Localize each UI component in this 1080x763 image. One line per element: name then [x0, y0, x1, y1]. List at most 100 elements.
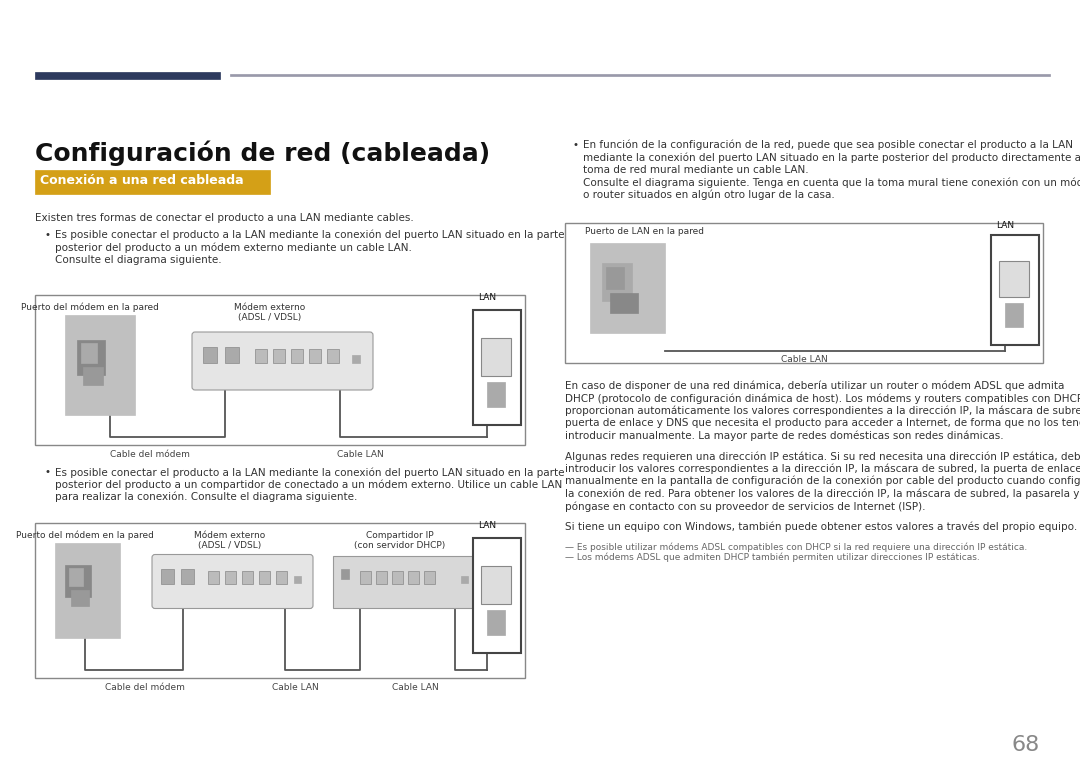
Bar [481, 338, 511, 376]
Text: En caso de disponer de una red dinámica, debería utilizar un router o módem ADSL: En caso de disponer de una red dinámica,… [565, 381, 1065, 391]
Bar [35, 170, 270, 194]
Text: puerta de enlace y DNS que necesita el producto para acceder a Internet, de form: puerta de enlace y DNS que necesita el p… [565, 418, 1080, 428]
Bar [259, 571, 270, 584]
Text: Cable LAN: Cable LAN [272, 682, 319, 691]
Bar [69, 568, 83, 585]
Text: DHCP (protocolo de configuración dinámica de host). Los módems y routers compati: DHCP (protocolo de configuración dinámic… [565, 393, 1080, 404]
Bar [327, 349, 339, 363]
Text: Cable LAN: Cable LAN [337, 450, 383, 459]
Bar [77, 340, 105, 375]
Text: o router situados en algún otro lugar de la casa.: o router situados en algún otro lugar de… [583, 190, 835, 201]
Text: •: • [45, 467, 51, 477]
Text: Existen tres formas de conectar el producto a una LAN mediante cables.: Existen tres formas de conectar el produ… [35, 213, 414, 223]
Bar [208, 571, 219, 584]
Text: Cable del módem: Cable del módem [110, 450, 190, 459]
Bar [230, 74, 1050, 76]
Text: Conexión a una red cableada: Conexión a una red cableada [40, 174, 244, 187]
Bar [291, 349, 303, 363]
Bar [203, 347, 217, 363]
Text: •: • [573, 140, 579, 150]
Bar [565, 223, 1043, 362]
Bar [473, 310, 521, 425]
Bar [294, 575, 301, 582]
Bar [487, 610, 505, 635]
Text: Cable del módem: Cable del módem [105, 682, 185, 691]
Text: introducir manualmente. La mayor parte de redes domésticas son redes dinámicas.: introducir manualmente. La mayor parte d… [565, 430, 1003, 441]
Text: RJ45: RJ45 [1004, 243, 1025, 252]
Bar [35, 295, 525, 445]
Text: mediante la conexión del puerto LAN situado en la parte posterior del producto d: mediante la conexión del puerto LAN situ… [583, 153, 1080, 163]
Text: posterior del producto a un módem externo mediante un cable LAN.: posterior del producto a un módem extern… [55, 243, 411, 253]
Bar [276, 571, 287, 584]
Text: En función de la configuración de la red, puede que sea posible conectar el prod: En función de la configuración de la red… [583, 140, 1074, 150]
Text: Puerto del módem en la pared: Puerto del módem en la pared [22, 303, 159, 313]
Bar [161, 568, 174, 584]
Bar [424, 571, 435, 584]
Bar [481, 565, 511, 604]
Bar [65, 565, 91, 597]
Bar [71, 590, 89, 606]
Text: Puerto del módem en la pared: Puerto del módem en la pared [16, 530, 154, 540]
Text: RJ45: RJ45 [487, 318, 508, 327]
Bar [225, 571, 237, 584]
Bar [181, 568, 194, 584]
Text: para realizar la conexión. Consulte el diagrama siguiente.: para realizar la conexión. Consulte el d… [55, 492, 357, 503]
Bar [255, 349, 267, 363]
Text: la conexión de red. Para obtener los valores de la dirección IP, la máscara de s: la conexión de red. Para obtener los val… [565, 488, 1080, 499]
Text: póngase en contacto con su proveedor de servicios de Internet (ISP).: póngase en contacto con su proveedor de … [565, 501, 926, 511]
Text: Consulte el diagrama siguiente. Tenga en cuenta que la toma mural tiene conexión: Consulte el diagrama siguiente. Tenga en… [583, 178, 1080, 188]
Text: Compartidor IP
(con servidor DHCP): Compartidor IP (con servidor DHCP) [354, 530, 446, 550]
Bar [225, 347, 239, 363]
Bar [999, 260, 1029, 297]
Text: Consulte el diagrama siguiente.: Consulte el diagrama siguiente. [55, 255, 221, 265]
Bar [606, 266, 624, 288]
Bar [487, 382, 505, 407]
Bar [461, 575, 468, 582]
Bar [309, 349, 321, 363]
Text: Es posible conectar el producto a la LAN mediante la conexión del puerto LAN sit: Es posible conectar el producto a la LAN… [55, 467, 565, 478]
Bar [242, 571, 253, 584]
Text: posterior del producto a un compartidor de conectado a un módem externo. Utilice: posterior del producto a un compartidor … [55, 479, 563, 490]
Text: LAN: LAN [478, 293, 496, 302]
Bar [408, 571, 419, 584]
Bar [81, 343, 97, 363]
Bar [273, 349, 285, 363]
Text: •: • [45, 230, 51, 240]
Text: Es posible conectar el producto a la LAN mediante la conexión del puerto LAN sit: Es posible conectar el producto a la LAN… [55, 230, 565, 240]
Bar [35, 523, 525, 678]
Bar [602, 262, 632, 301]
Bar [590, 243, 665, 333]
Bar [352, 355, 360, 363]
Text: Configuración de red (cableada): Configuración de red (cableada) [35, 140, 490, 166]
Text: proporcionan automáticamente los valores correspondientes a la dirección IP, la : proporcionan automáticamente los valores… [565, 405, 1080, 416]
Text: LAN: LAN [996, 221, 1014, 230]
Bar [610, 292, 638, 313]
Bar [65, 315, 135, 415]
Text: Módem externo
(ADSL / VDSL): Módem externo (ADSL / VDSL) [194, 530, 266, 550]
Text: Algunas redes requieren una dirección IP estática. Si su red necesita una direcc: Algunas redes requieren una dirección IP… [565, 451, 1080, 462]
Text: Cable LAN: Cable LAN [781, 355, 827, 363]
Bar [473, 537, 521, 652]
Bar [392, 571, 403, 584]
Text: RJ45: RJ45 [487, 546, 508, 555]
Text: manualmente en la pantalla de configuración de la conexión por cable del product: manualmente en la pantalla de configurac… [565, 476, 1080, 487]
Text: Puerto de LAN en la pared: Puerto de LAN en la pared [585, 227, 704, 237]
Text: Módem externo
(ADSL / VDSL): Módem externo (ADSL / VDSL) [234, 303, 306, 323]
Text: — Es posible utilizar módems ADSL compatibles con DHCP si la red requiere una di: — Es posible utilizar módems ADSL compat… [565, 542, 1027, 552]
Bar [55, 542, 120, 638]
FancyBboxPatch shape [333, 555, 477, 607]
Text: Cable LAN: Cable LAN [392, 682, 438, 691]
Text: Si tiene un equipo con Windows, también puede obtener estos valores a través del: Si tiene un equipo con Windows, también … [565, 521, 1077, 532]
Bar [376, 571, 387, 584]
Bar [341, 568, 349, 578]
Text: 68: 68 [1012, 735, 1040, 755]
Bar [35, 72, 220, 79]
FancyBboxPatch shape [192, 332, 373, 390]
Text: introducir los valores correspondientes a la dirección IP, la máscara de subred,: introducir los valores correspondientes … [565, 463, 1080, 474]
Bar [360, 571, 372, 584]
FancyBboxPatch shape [152, 555, 313, 609]
Text: — Los módems ADSL que admiten DHCP también permiten utilizar direcciones IP está: — Los módems ADSL que admiten DHCP tambi… [565, 553, 980, 562]
Text: LAN: LAN [478, 520, 496, 530]
Bar [83, 367, 103, 385]
Bar [1005, 302, 1023, 327]
